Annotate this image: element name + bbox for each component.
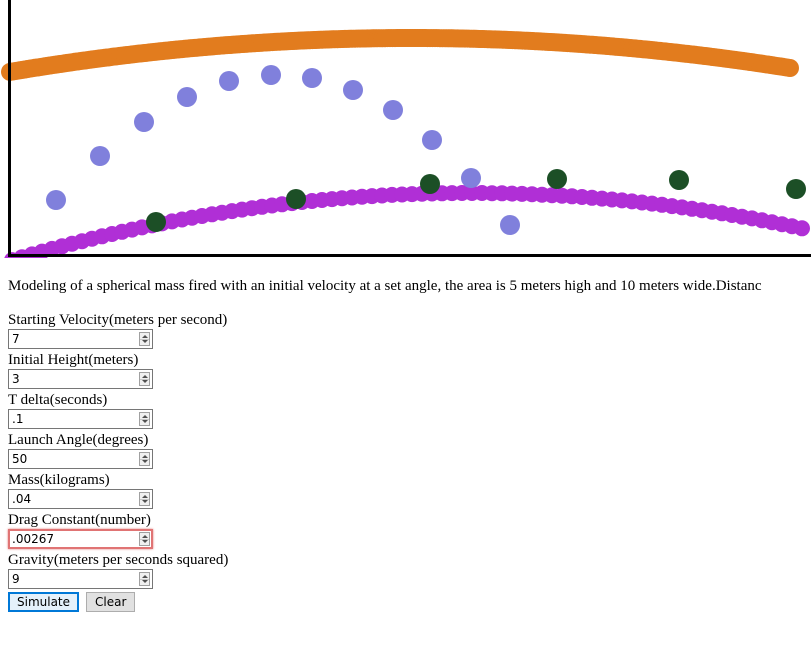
number-spinner[interactable] — [139, 412, 150, 426]
blue-dot — [383, 100, 403, 120]
spin-down-icon[interactable] — [142, 420, 148, 423]
purple-trajectory-dot — [794, 220, 810, 237]
clear-button[interactable]: Clear — [86, 592, 136, 612]
initial-height-label: Initial Height(meters) — [8, 352, 139, 368]
mass-value: .04 — [12, 492, 32, 506]
blue-dot — [46, 190, 66, 210]
gravity-value: 9 — [12, 572, 20, 586]
orange-trajectory-dot — [781, 59, 799, 77]
launch-angle-value: 50 — [12, 452, 28, 466]
blue-dot — [219, 71, 239, 91]
drag-constant-input[interactable]: .00267 — [8, 529, 153, 549]
blue-dot — [461, 168, 481, 188]
spin-up-icon[interactable] — [142, 335, 148, 338]
launch-angle-label: Launch Angle(degrees) — [8, 432, 149, 448]
simulation-canvas-area — [0, 0, 811, 258]
spin-down-icon[interactable] — [142, 500, 148, 503]
spin-up-icon[interactable] — [142, 415, 148, 418]
number-spinner[interactable] — [139, 572, 150, 586]
blue-dot-series — [46, 65, 520, 235]
drag-constant-value: .00267 — [12, 532, 54, 546]
number-spinner[interactable] — [139, 332, 150, 346]
blue-dot — [343, 80, 363, 100]
green-dot — [786, 179, 806, 199]
number-spinner[interactable] — [139, 372, 150, 386]
spin-up-icon[interactable] — [142, 495, 148, 498]
mass-input[interactable]: .04 — [8, 489, 153, 509]
green-dot — [669, 170, 689, 190]
parameter-form: Starting Velocity(meters per second) 7 I… — [8, 311, 408, 591]
green-dot — [146, 212, 166, 232]
orange-trajectory — [1, 29, 799, 81]
canvas-border — [8, 0, 811, 257]
spin-up-icon[interactable] — [142, 375, 148, 378]
mass-label: Mass(kilograms) — [8, 472, 110, 488]
simulation-canvas — [1, 0, 811, 258]
spin-down-icon[interactable] — [142, 580, 148, 583]
starting-velocity-value: 7 — [12, 332, 20, 346]
initial-height-input[interactable]: 3 — [8, 369, 153, 389]
blue-dot — [90, 146, 110, 166]
blue-dot — [177, 87, 197, 107]
initial-height-value: 3 — [12, 372, 20, 386]
action-buttons: Simulate Clear — [8, 592, 138, 612]
green-dot-series — [146, 169, 806, 232]
launch-angle-input[interactable]: 50 — [8, 449, 153, 469]
t-delta-input[interactable]: .1 — [8, 409, 153, 429]
spin-up-icon[interactable] — [142, 535, 148, 538]
blue-dot — [302, 68, 322, 88]
blue-dot — [134, 112, 154, 132]
gravity-label: Gravity(meters per seconds squared) — [8, 552, 229, 568]
blue-dot — [500, 215, 520, 235]
simulation-description: Modeling of a spherical mass fired with … — [8, 278, 762, 294]
starting-velocity-label: Starting Velocity(meters per second) — [8, 312, 228, 328]
t-delta-value: .1 — [12, 412, 24, 426]
spin-up-icon[interactable] — [142, 455, 148, 458]
simulate-button[interactable]: Simulate — [8, 592, 80, 612]
spin-down-icon[interactable] — [142, 380, 148, 383]
spin-down-icon[interactable] — [142, 460, 148, 463]
spin-up-icon[interactable] — [142, 575, 148, 578]
green-dot — [547, 169, 567, 189]
blue-dot — [422, 130, 442, 150]
gravity-input[interactable]: 9 — [8, 569, 153, 589]
purple-trajectory — [4, 185, 810, 258]
number-spinner[interactable] — [139, 532, 150, 546]
number-spinner[interactable] — [139, 492, 150, 506]
drag-constant-label: Drag Constant(number) — [8, 512, 151, 528]
number-spinner[interactable] — [139, 452, 150, 466]
green-dot — [286, 189, 306, 209]
starting-velocity-input[interactable]: 7 — [8, 329, 153, 349]
spin-down-icon[interactable] — [142, 540, 148, 543]
t-delta-label: T delta(seconds) — [8, 392, 108, 408]
blue-dot — [261, 65, 281, 85]
green-dot — [420, 174, 440, 194]
spin-down-icon[interactable] — [142, 340, 148, 343]
